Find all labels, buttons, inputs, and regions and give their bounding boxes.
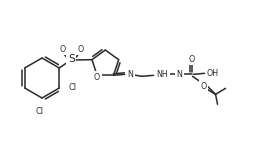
Text: O: O <box>77 44 83 53</box>
Text: O: O <box>188 55 195 64</box>
Text: Cl: Cl <box>35 107 43 116</box>
Text: OH: OH <box>207 69 219 78</box>
Text: Cl: Cl <box>68 83 76 92</box>
Text: N: N <box>177 70 183 79</box>
Text: O: O <box>94 73 100 82</box>
Text: O: O <box>59 44 66 53</box>
Text: S: S <box>68 54 75 64</box>
Text: NH: NH <box>157 70 168 79</box>
Text: O: O <box>200 82 207 91</box>
Text: N: N <box>128 70 134 79</box>
